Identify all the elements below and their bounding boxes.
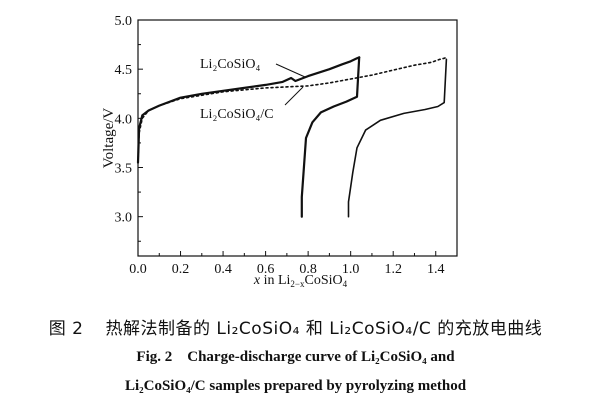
series-2-charge-line [137, 56, 448, 164]
annotations: Li₂CoSiO₄ Li₂CoSiO₄/C [200, 57, 306, 122]
y-axis-label: Voltage/V [101, 108, 117, 169]
charge-discharge-chart: 0.0 0.2 0.4 0.6 0.8 1.0 1.2 1.4 3.0 3.5 4.0 4.5 5.0 V… [101, 14, 458, 289]
series-2-discharge-line [347, 58, 448, 218]
y-tick-label: 4.0 [115, 112, 133, 127]
x-tick-label: 1.4 [427, 262, 445, 277]
x-tick-label: 0.4 [214, 262, 232, 277]
y-tick-label: 3.5 [115, 162, 133, 177]
y-tick-label: 3.0 [115, 211, 133, 226]
x-axis-label: x in Li2−xCoSiO4 [253, 273, 348, 289]
annotation-li2cosio4: Li₂CoSiO₄ [200, 57, 260, 72]
annotation-leader-2 [284, 86, 304, 106]
y-tick-label: 5.0 [115, 14, 133, 29]
axes: 0.0 0.2 0.4 0.6 0.8 1.0 1.2 1.4 3.0 3.5 4.0 4.5 5.0 V… [101, 14, 458, 289]
caption-cn-text: 热解法制备的 Li₂CoSiO₄ 和 Li₂CoSiO₄/C 的充放电曲线 [105, 319, 543, 339]
annotation-li2cosio4-c: Li₂CoSiO₄/C [200, 107, 274, 122]
x-tick-label: 0.2 [172, 262, 190, 277]
series-1-discharge-line [300, 56, 361, 218]
chart-figure: 0.0 0.2 0.4 0.6 0.8 1.0 1.2 1.4 3.0 3.5 4.0 4.5 5.0 V… [101, 14, 458, 289]
x-tick-label: 0.0 [129, 262, 147, 277]
figure-label-cn: 图 2 [48, 319, 84, 339]
annotation-leader-1 [275, 63, 306, 78]
figure-caption-english-line2: Li₂CoSiO₄/C samples prepared by pyrolyzi… [124, 378, 467, 394]
y-tick-label: 4.5 [115, 63, 133, 78]
curves [136, 56, 448, 218]
figure-caption-chinese: 图 2 热解法制备的 Li₂CoSiO₄ 和 Li₂CoSiO₄/C 的充放电曲线 [0, 314, 591, 339]
figure-caption-english-line1: Fig. 2 Charge-discharge curve of Li₂CoSi… [136, 349, 455, 365]
x-tick-label: 0.8 [299, 262, 317, 277]
x-tick-label: 1.0 [342, 262, 360, 277]
x-tick-label: 1.2 [384, 262, 402, 277]
x-tick-label: 0.6 [257, 262, 275, 277]
plot-frame [137, 19, 458, 257]
